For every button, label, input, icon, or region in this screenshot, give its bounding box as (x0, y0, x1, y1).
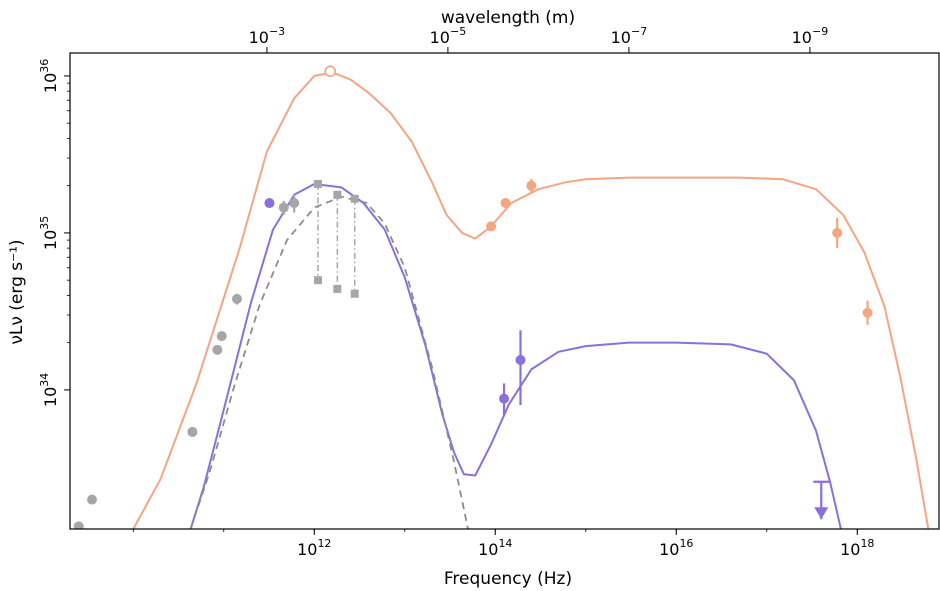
data-point (486, 221, 497, 232)
top-tick-label-0: 10−3 (249, 25, 286, 47)
plot-markers (73, 65, 873, 529)
x-tick-label-1: 1014 (478, 537, 512, 559)
limit-marker-top (314, 179, 323, 188)
data-point (526, 180, 537, 191)
top-axis-label: wavelength (m) (441, 8, 575, 28)
data-point (862, 307, 873, 318)
x-tick-label-2: 1016 (659, 537, 693, 559)
y-tick-label-2: 1036 (38, 59, 60, 93)
top-tick-label-1: 10−5 (430, 25, 467, 47)
upper-limit-arrow (814, 507, 829, 520)
y-tick-label-1: 1035 (38, 216, 60, 250)
data-point (278, 202, 289, 213)
data-point (73, 521, 84, 529)
x-tick-label-3: 1018 (840, 537, 874, 559)
plot-frame (69, 52, 940, 530)
data-point (231, 293, 242, 304)
limit-marker-bottom (314, 276, 323, 285)
data-point (264, 198, 275, 209)
model-curve-0 (132, 71, 930, 529)
data-point (187, 426, 198, 437)
data-point (832, 227, 843, 238)
x-tick-label-0: 1012 (297, 537, 331, 559)
data-point (216, 331, 227, 342)
data-point (212, 344, 223, 355)
y-tick-label-0: 1034 (38, 373, 60, 407)
x-axis-label: Frequency (Hz) (444, 569, 572, 589)
top-tick-label-2: 10−7 (611, 25, 648, 47)
dashed-curve-2 (189, 195, 469, 529)
limit-marker-top (350, 194, 359, 203)
data-point (289, 198, 300, 209)
tick-labels: 1012 1014 1016 1018 1034 1035 1036 10−3 10−5 10−7… (38, 25, 874, 559)
model-curve-1 (189, 183, 842, 529)
top-tick-label-3: 10−9 (792, 25, 829, 47)
plot-series (132, 71, 930, 529)
limit-marker-top (333, 190, 342, 199)
axis-ticks (64, 47, 858, 535)
limit-marker-bottom (333, 284, 342, 293)
open-data-point (324, 65, 336, 78)
limit-marker-bottom (350, 289, 359, 298)
y-axis-label: νLν (erg s⁻¹) (7, 239, 27, 344)
data-point (499, 393, 510, 404)
data-point (86, 494, 97, 505)
data-point (515, 355, 526, 366)
data-point (500, 198, 511, 209)
